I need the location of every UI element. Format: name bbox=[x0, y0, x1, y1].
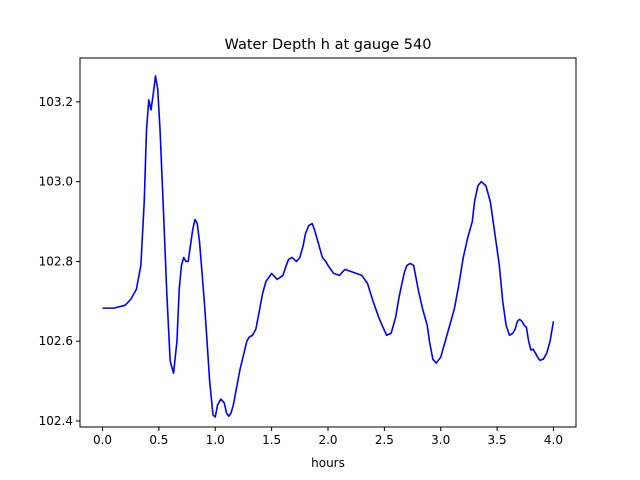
x-tick-label: 3.0 bbox=[431, 433, 450, 447]
series-line bbox=[102, 75, 555, 418]
plot-area bbox=[79, 57, 577, 428]
plot-background bbox=[80, 58, 576, 427]
x-tick-label: 1.5 bbox=[262, 433, 281, 447]
x-tick-label: 3.5 bbox=[488, 433, 507, 447]
x-axis-label: hours bbox=[311, 456, 345, 470]
y-tick-label: 102.4 bbox=[39, 414, 73, 428]
x-axis: 0.0 0.5 1.0 1.5 2.0 2.5 3.0 3.5 4.0 bbox=[93, 427, 563, 447]
chart-title: Water Depth h at gauge 540 bbox=[225, 37, 432, 53]
x-tick-label: 1.0 bbox=[206, 433, 225, 447]
y-tick-label: 103.2 bbox=[39, 95, 73, 109]
x-tick-label: 2.5 bbox=[375, 433, 394, 447]
x-tick-label: 0.0 bbox=[93, 433, 112, 447]
y-tick-label: 102.6 bbox=[39, 334, 73, 348]
x-tick-label: 2.0 bbox=[318, 433, 337, 447]
y-tick-label: 102.8 bbox=[39, 254, 73, 268]
y-tick-label: 103.0 bbox=[39, 175, 73, 189]
x-tick-label: 0.5 bbox=[149, 433, 168, 447]
y-axis: 102.4 102.6 102.8 103.0 103.2 bbox=[39, 95, 80, 428]
x-tick-label: 4.0 bbox=[544, 433, 563, 447]
